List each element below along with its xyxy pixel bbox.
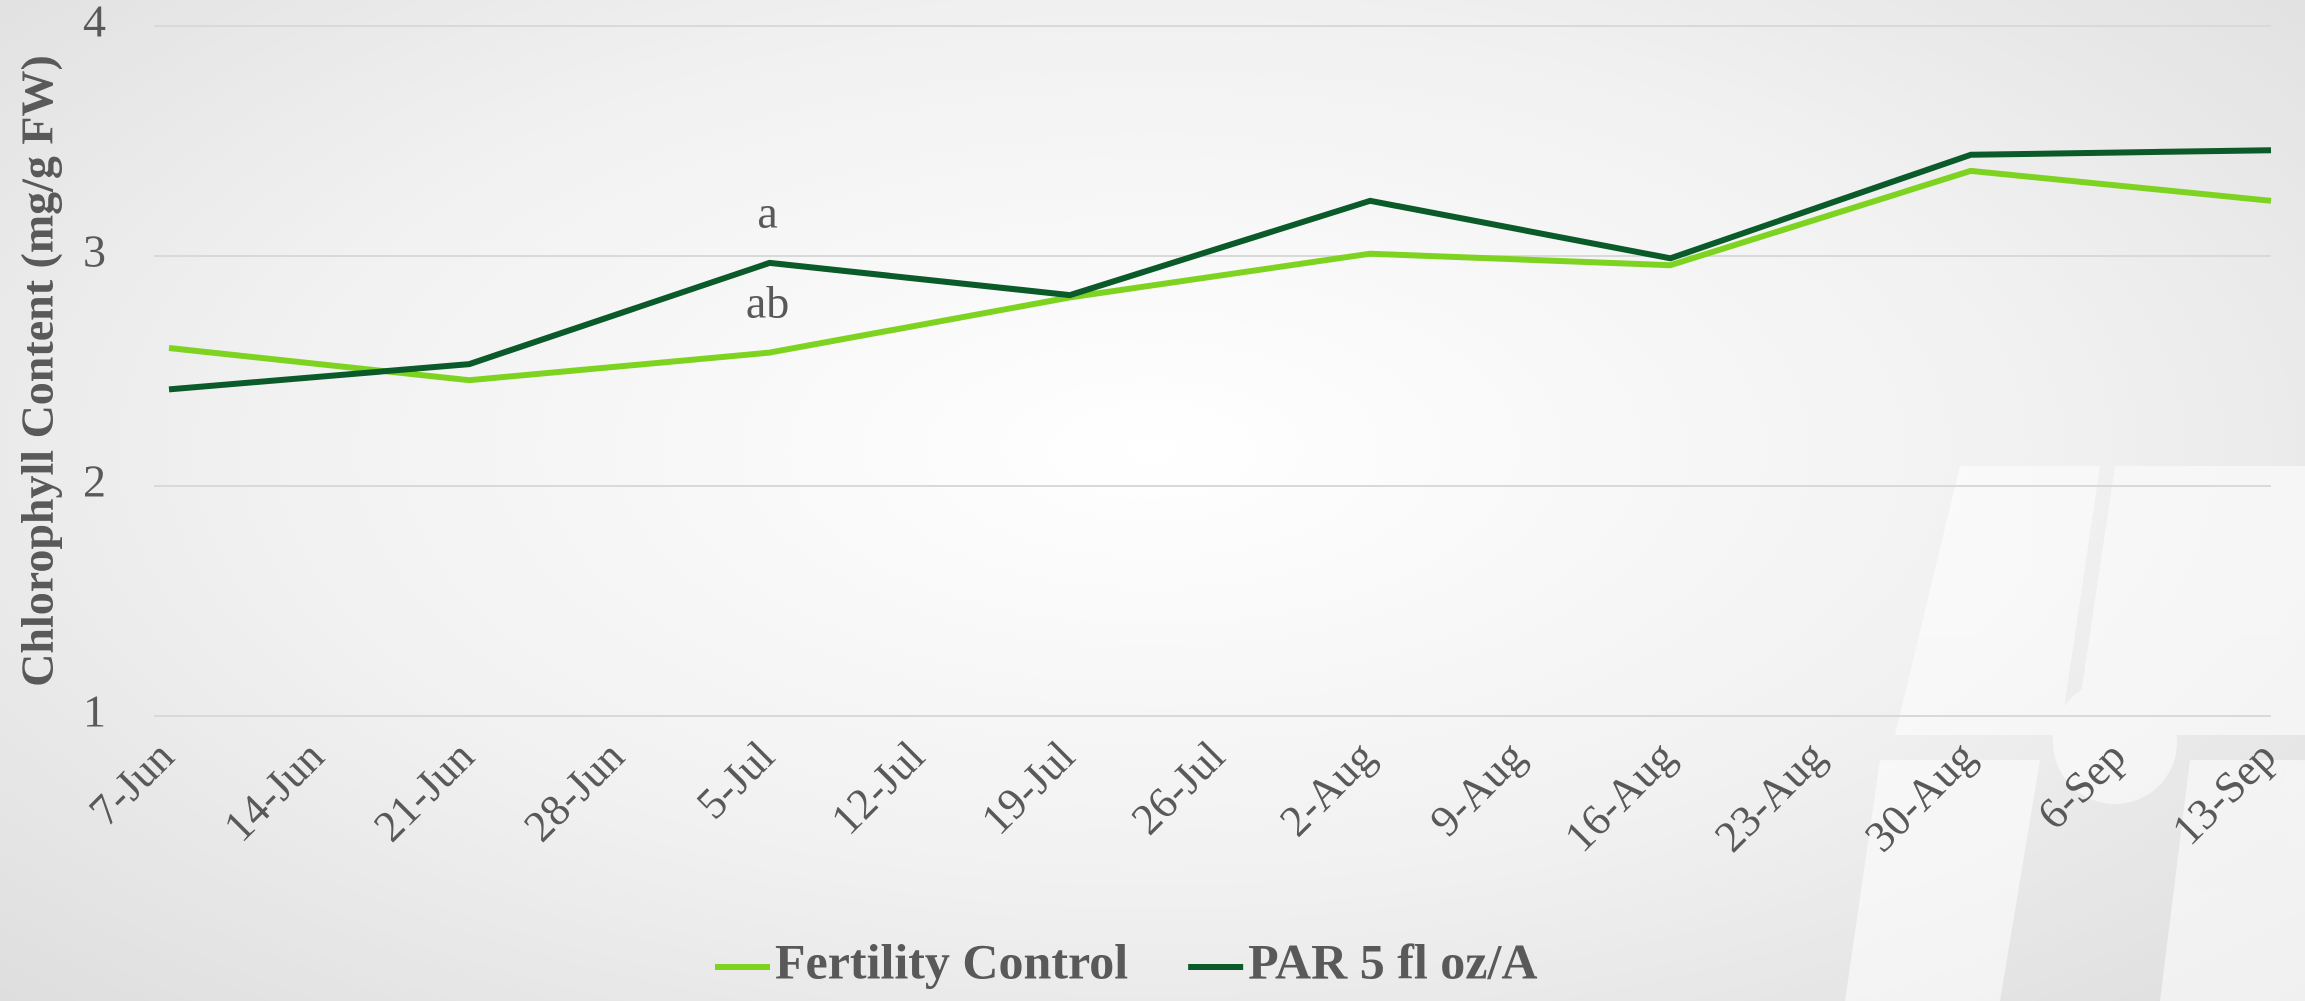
y-tick-label: 2 — [83, 456, 106, 507]
y-axis-label: Chlorophyll Content (mg/g FW) — [12, 55, 63, 687]
y-tick-label: 3 — [83, 226, 106, 277]
y-tick-label: 1 — [83, 686, 106, 737]
legend: Fertility Control PAR 5 fl oz/A — [715, 933, 1537, 989]
series-line — [168, 147, 2272, 393]
x-tick-label: 7-Jun — [79, 732, 183, 836]
annotation: ab — [746, 276, 789, 327]
y-tick-label: 4 — [83, 0, 106, 47]
watermark — [1845, 466, 2305, 1001]
x-tick-label: 21-Jun — [364, 732, 483, 851]
x-tick-label: 16-Aug — [1555, 732, 1685, 862]
x-tick-label: 19-Jul — [972, 732, 1084, 844]
x-tick-label: 26-Jul — [1122, 732, 1234, 844]
x-tick-label: 14-Jun — [214, 732, 333, 851]
legend-label: Fertility Control — [775, 933, 1128, 989]
x-tick-label: 2-Aug — [1270, 732, 1384, 846]
x-tick-label: 28-Jun — [514, 732, 633, 851]
annotation: a — [757, 186, 777, 237]
x-tick-label: 9-Aug — [1420, 732, 1534, 846]
x-tick-label: 5-Jul — [687, 732, 784, 829]
series-line — [168, 167, 2272, 384]
x-tick-label: 23-Aug — [1705, 732, 1835, 862]
x-tick-label: 12-Jul — [821, 732, 933, 844]
legend-label: PAR 5 fl oz/A — [1248, 933, 1537, 989]
